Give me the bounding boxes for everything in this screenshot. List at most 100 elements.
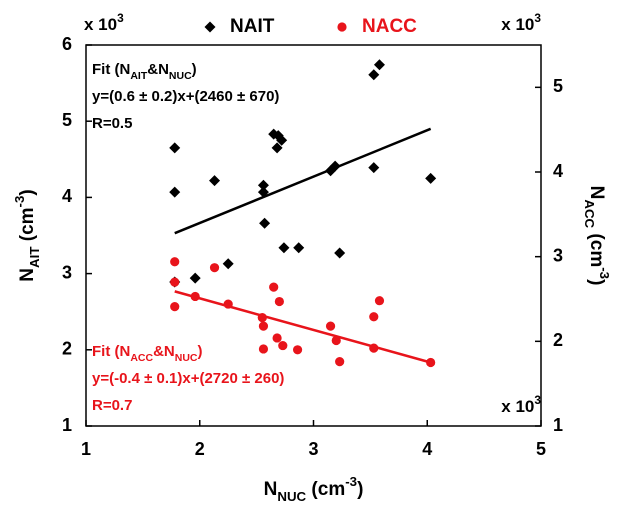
fit-annotation: Fit (NACC&NNUC) <box>92 343 203 364</box>
point <box>373 59 385 71</box>
text-part: -3 <box>345 474 357 489</box>
text-part: &N <box>153 343 175 360</box>
text-part: (cm <box>586 228 607 267</box>
text-part: 3 <box>534 393 541 407</box>
point <box>278 242 290 254</box>
text-part: R=0.7 <box>92 397 132 414</box>
y2-tick-label: 5 <box>553 76 563 96</box>
text-part: NUC <box>277 489 306 504</box>
y2-tick-label: 4 <box>553 161 563 181</box>
text-part: -3 <box>12 196 27 208</box>
text-part: Fit (N <box>92 61 130 78</box>
y2-tick-label: 2 <box>553 330 563 350</box>
point <box>170 302 180 312</box>
point <box>169 142 181 154</box>
point <box>329 160 341 172</box>
text-part: ) <box>192 61 197 78</box>
fit-line <box>174 290 431 364</box>
fit-annotation: y=(0.6 ± 0.2)x+(2460 ± 670) <box>92 88 279 105</box>
y-tick-label: 4 <box>62 186 72 206</box>
point <box>293 242 305 254</box>
point <box>257 179 269 191</box>
y-tick-label: 5 <box>62 110 72 130</box>
point <box>331 335 341 346</box>
text-part: ) <box>357 479 363 500</box>
text-part: (cm <box>17 207 38 246</box>
text-part: x 10 <box>84 15 117 34</box>
point <box>209 263 220 273</box>
text-part: 3 <box>117 11 124 25</box>
legend-label: NACC <box>362 16 417 37</box>
text-part: y=(-0.4 ± 0.1)x+(2720 ± 260) <box>92 370 284 387</box>
point <box>274 296 284 307</box>
text-part: ACC <box>582 199 597 228</box>
y-tick-label: 1 <box>62 415 72 435</box>
point <box>190 291 200 302</box>
point <box>170 277 180 287</box>
x-tick-label: 1 <box>81 439 91 459</box>
fit-line <box>174 127 432 235</box>
point <box>271 142 283 154</box>
text-part: 3 <box>534 11 541 25</box>
text-part: AIT <box>27 247 42 268</box>
fit-annotation: R=0.5 <box>92 115 132 132</box>
point <box>257 186 269 198</box>
axis-multiplier: x 103 <box>501 393 541 416</box>
point <box>369 312 379 322</box>
text-part: ) <box>586 279 607 285</box>
point <box>223 299 233 309</box>
point <box>276 134 288 146</box>
point <box>335 357 345 367</box>
text-part: R=0.5 <box>92 115 132 132</box>
legend-marker <box>204 21 216 33</box>
point <box>257 313 267 323</box>
point <box>292 345 303 355</box>
y2-axis-label: NACC (cm-3) <box>582 186 612 286</box>
legend-label: NAIT <box>230 16 275 37</box>
point <box>258 344 269 354</box>
point <box>368 69 380 81</box>
y-tick-label: 2 <box>62 339 72 359</box>
point <box>222 258 234 270</box>
point <box>209 175 221 187</box>
point <box>425 172 437 184</box>
text-part: ) <box>17 189 38 195</box>
axis-multiplier: x 103 <box>501 11 541 34</box>
y2-tick-label: 1 <box>553 415 563 435</box>
point <box>325 321 336 331</box>
text-part: N <box>17 268 38 282</box>
text-part: N <box>586 186 607 200</box>
y-axis-label: NAIT (cm-3) <box>12 189 42 281</box>
point <box>374 296 385 306</box>
text-part: (cm <box>306 479 345 500</box>
fit-annotation: R=0.7 <box>92 397 132 414</box>
x-tick-label: 2 <box>195 439 205 459</box>
point <box>170 257 180 267</box>
fit-annotation: Fit (NAIT&NNUC) <box>92 61 197 82</box>
y2-tick-label: 3 <box>553 245 563 265</box>
text-part: ACC <box>130 352 153 364</box>
text-part: AIT <box>130 70 148 82</box>
text-part: -3 <box>597 267 612 279</box>
point <box>334 247 346 259</box>
point <box>258 321 269 331</box>
x-tick-label: 4 <box>422 439 432 459</box>
text-part: &N <box>147 61 169 78</box>
text-part: x 10 <box>501 397 534 416</box>
text-part: x 10 <box>501 15 534 34</box>
point <box>269 282 279 292</box>
x-axis-label: NNUC (cm-3) <box>264 474 364 504</box>
x-tick-label: 3 <box>308 439 318 459</box>
axis-multiplier: x 103 <box>84 11 124 34</box>
text-part: y=(0.6 ± 0.2)x+(2460 ± 670) <box>92 88 279 105</box>
text-part: N <box>264 479 278 500</box>
point <box>169 186 181 198</box>
point <box>368 162 380 174</box>
point <box>369 343 379 353</box>
point <box>189 272 201 284</box>
point <box>278 340 288 351</box>
text-part: NUC <box>169 70 192 82</box>
point <box>426 357 436 368</box>
x-tick-label: 5 <box>536 439 546 459</box>
